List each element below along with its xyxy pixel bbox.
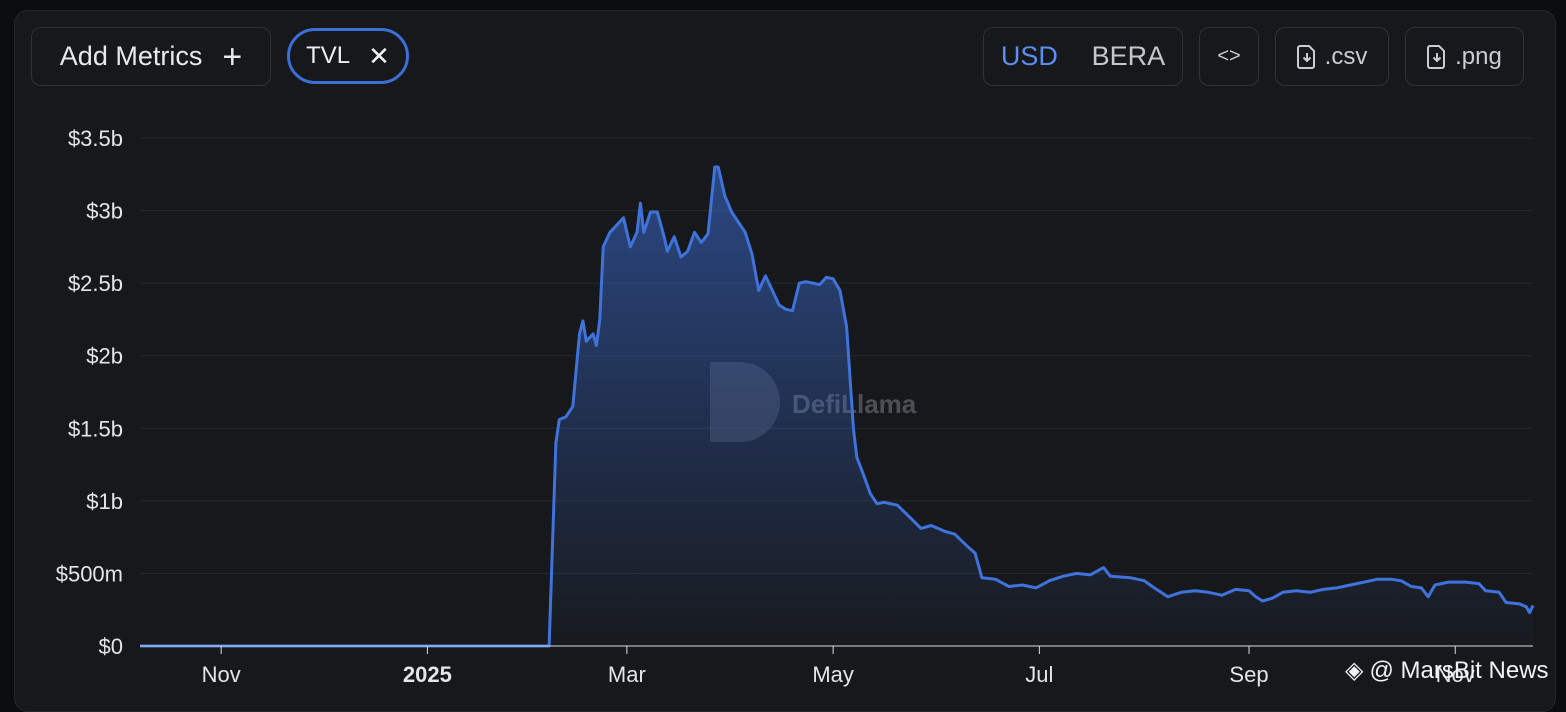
file-download-icon (1296, 44, 1315, 69)
tvl-line (140, 165, 1535, 648)
binance-square-icon: ◈ (1345, 657, 1364, 684)
add-metrics-label: Add Metrics (59, 41, 203, 71)
download-csv-button[interactable]: .csv (1275, 27, 1389, 86)
metric-chip-tvl[interactable]: TVL ✕ (287, 28, 409, 84)
code-icon: <> (1217, 45, 1241, 67)
tvl-area (140, 167, 1533, 646)
y-tick-label: $1b (86, 489, 123, 514)
currency-option-usd[interactable]: USD (1000, 41, 1058, 71)
y-tick-label: $3b (86, 199, 123, 224)
plus-icon: + (222, 37, 243, 76)
x-axis: Nov 2025 Mar May Jul Sep Nov (202, 646, 1475, 687)
credit-label: @ MarsBit News (1369, 656, 1549, 684)
x-tick-label: Jul (1025, 662, 1053, 687)
y-tick-label: $2b (86, 344, 123, 369)
currency-option-bera[interactable]: BERA (1091, 41, 1166, 71)
metric-chip-label: TVL (306, 42, 351, 69)
download-csv-label: .csv (1324, 42, 1368, 70)
currency-toggle[interactable]: USD BERA (983, 27, 1183, 86)
x-tick-label: Mar (608, 662, 646, 687)
x-tick-label: Nov (202, 662, 241, 687)
file-download-icon (1427, 44, 1446, 69)
embed-button[interactable]: <> (1199, 27, 1259, 86)
add-metrics-button[interactable]: Add Metrics + (31, 27, 271, 86)
y-tick-label: $500m (56, 561, 123, 586)
download-png-button[interactable]: .png (1405, 27, 1524, 86)
x-tick-label: Sep (1229, 662, 1268, 687)
y-axis: $0 $500m $1b $1.5b $2b $2.5b $3b $3.5b (56, 126, 123, 659)
x-tick-label: Nov (1436, 662, 1475, 687)
y-tick-label: $3.5b (68, 126, 123, 151)
credit-text: ◈ @ MarsBit News (1345, 656, 1549, 685)
y-tick-label: $2.5b (68, 271, 123, 296)
y-tick-label: $1.5b (68, 416, 123, 441)
close-icon[interactable]: ✕ (368, 40, 390, 71)
x-tick-label: May (812, 662, 854, 687)
x-tick-label: 2025 (403, 662, 452, 687)
download-png-label: .png (1455, 42, 1502, 70)
tvl-chart: $0$500m$1b$1.5b$2b$2.5b$3b$3.5b DefiLlam… (56, 126, 1535, 687)
y-tick-label: $0 (99, 634, 123, 659)
